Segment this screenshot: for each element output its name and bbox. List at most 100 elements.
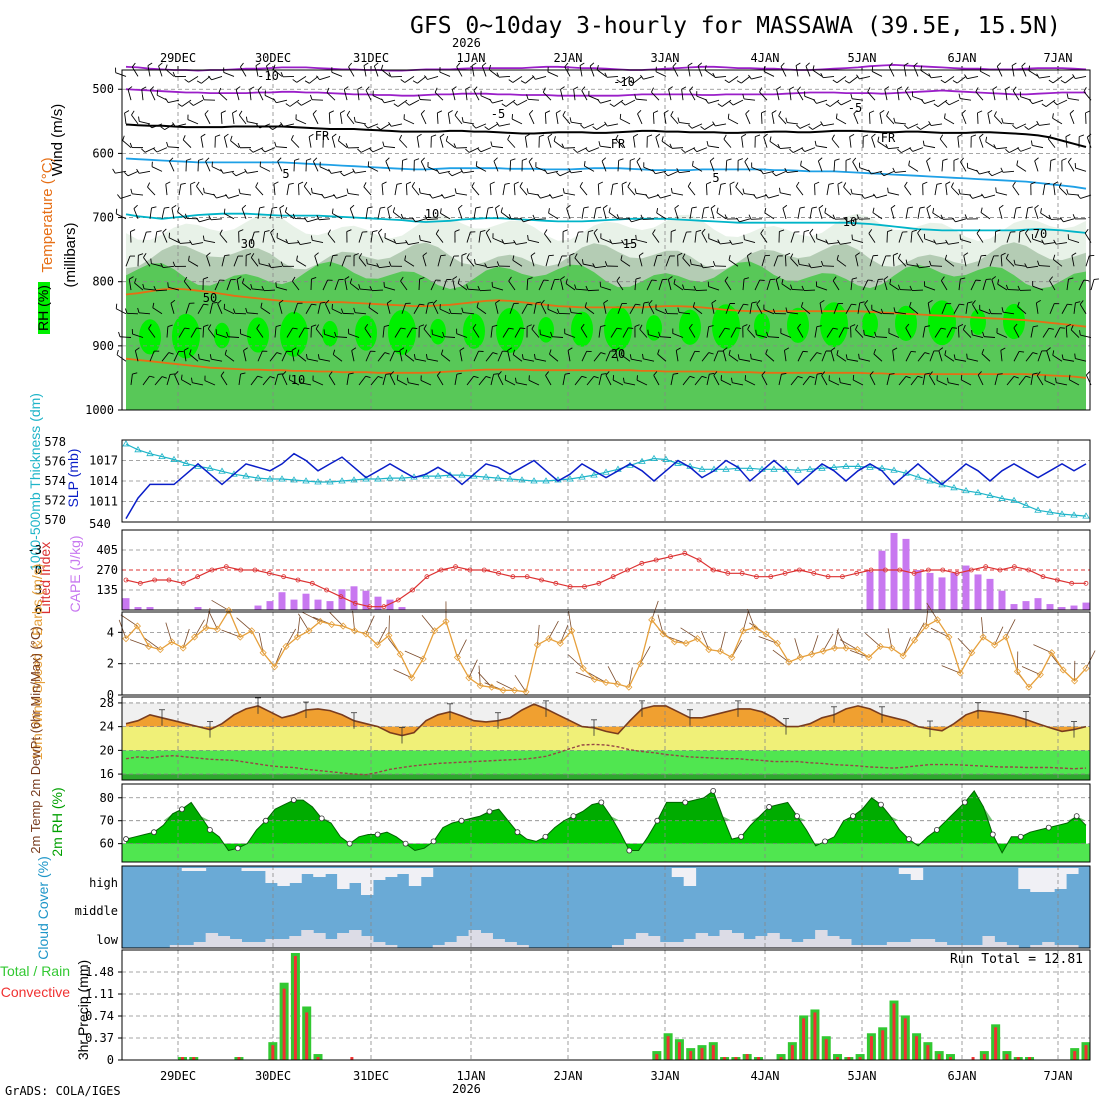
low-cloud-bar (193, 942, 207, 948)
cape-axis-label: CAPE (J/kg) (67, 535, 83, 612)
wind-barb-flag (431, 134, 437, 138)
wind-barb (468, 288, 480, 291)
wind-barb-flag (677, 252, 683, 256)
wind-barb-flag (779, 187, 781, 193)
wind-barb-flag (855, 252, 860, 256)
wind-barb (826, 327, 834, 338)
wind-barb (489, 184, 492, 196)
wind-barb-flag (1017, 301, 1020, 307)
wind-barb (708, 286, 720, 291)
low-cloud-bar (910, 939, 924, 948)
wind-barb-flag (209, 354, 212, 360)
wind-barb (864, 334, 876, 338)
wind-barb (723, 138, 732, 148)
wind-barb (397, 379, 408, 386)
surface-wind-barb (496, 681, 515, 691)
temp-tick-label: 28 (100, 696, 114, 710)
wind-barb-flag (677, 117, 680, 123)
wind-barb (967, 167, 979, 172)
wind-barb (1068, 97, 1080, 101)
wind-barb (656, 212, 667, 220)
rh2m-tick-label: 60 (100, 837, 114, 851)
temperature-axis-label: Temperature (°C) (39, 157, 56, 272)
low-cloud-bar (1054, 945, 1067, 948)
li-point (682, 550, 688, 556)
wind-barb (763, 170, 775, 175)
wind-barb-flag (308, 133, 314, 138)
wind-barb (708, 238, 720, 243)
wind-barb (456, 192, 468, 196)
wind-barb (1073, 302, 1076, 314)
low-cloud-bar (444, 942, 458, 948)
wind-barb-flag (820, 260, 824, 266)
wind-barb-flag (903, 62, 909, 66)
panel-frame (121, 865, 1091, 949)
wind-barb (292, 280, 300, 291)
wind-barb (978, 137, 984, 148)
low-cloud-bar (886, 942, 900, 948)
wind-barb-flag (369, 147, 374, 153)
wind-barb (256, 328, 264, 338)
wind-barb (355, 170, 367, 174)
top-date-labels: 29DEC 30DEC 31DEC 1JAN 2JAN 3JAN 4JAN 5JAN 6JAN 7… (160, 51, 1072, 70)
wind-barb-flag (250, 253, 255, 258)
thickness-point (806, 465, 814, 472)
wind-barb-flag (697, 62, 703, 67)
wind-barb-flag (701, 375, 707, 379)
wind-barb (346, 374, 350, 386)
wind-barb-flag (916, 263, 920, 269)
wind-barb (1039, 123, 1051, 126)
wind-barb (725, 160, 728, 172)
wind-barb-flag (331, 133, 337, 138)
wind-barb-flag (621, 101, 626, 106)
thickness-point (662, 455, 670, 462)
precip-convective-bar (192, 1057, 196, 1060)
wind-barb (1044, 380, 1056, 386)
wind-barb (573, 89, 576, 101)
wind-barb-flag (769, 136, 772, 142)
wind-barb-flag (728, 254, 731, 261)
wind-barb (430, 279, 437, 291)
wind-barb (250, 375, 258, 386)
wind-barb-flag (1068, 374, 1071, 380)
wind-barb (451, 170, 463, 177)
precip-convective-bar (305, 1012, 309, 1060)
wind-speed-point (465, 674, 473, 682)
surface-wind-barb (628, 667, 633, 688)
precip-convective-bar (180, 1057, 184, 1060)
low-cloud-bar (181, 945, 195, 948)
surface-wind-barb (887, 628, 893, 649)
li-point (897, 567, 903, 573)
rh2m-point (850, 813, 856, 820)
low-cloud-bar (169, 945, 183, 948)
precip-convective-bar (858, 1057, 862, 1060)
wind-barb-flag (892, 167, 896, 173)
wind-barb (545, 375, 552, 386)
wind-barb-flag (1079, 134, 1085, 138)
wind-barb-flag (315, 324, 320, 330)
li-point (180, 580, 186, 586)
wind-barb-flag (944, 254, 948, 260)
wind-barb-flag (655, 133, 661, 138)
wind-barb-flag (643, 301, 649, 304)
wind-barb-flag (1041, 103, 1047, 107)
wind-barb-flag (748, 214, 752, 220)
wind-barb (889, 283, 900, 291)
slp-tick-label: 1014 (89, 474, 118, 488)
wind-barb-flag (508, 79, 514, 83)
wind-barb-flag (1013, 323, 1018, 329)
wind-barb-flag (224, 133, 229, 138)
pressure-tick-label: 1000 (85, 403, 114, 417)
wind-barb-flag (507, 347, 513, 351)
wind-speed-point (488, 683, 496, 691)
wind-barb (617, 303, 623, 314)
li-point (553, 580, 559, 586)
wind-barb-flag (689, 375, 695, 379)
wind-barb-flag (112, 168, 116, 174)
wind-barb (158, 65, 163, 77)
wind-barb (643, 166, 655, 172)
low-cloud-bar (743, 939, 756, 948)
low-cloud-bar (349, 930, 362, 948)
surface-wind-barb (194, 619, 205, 638)
wind-barb (892, 255, 895, 267)
